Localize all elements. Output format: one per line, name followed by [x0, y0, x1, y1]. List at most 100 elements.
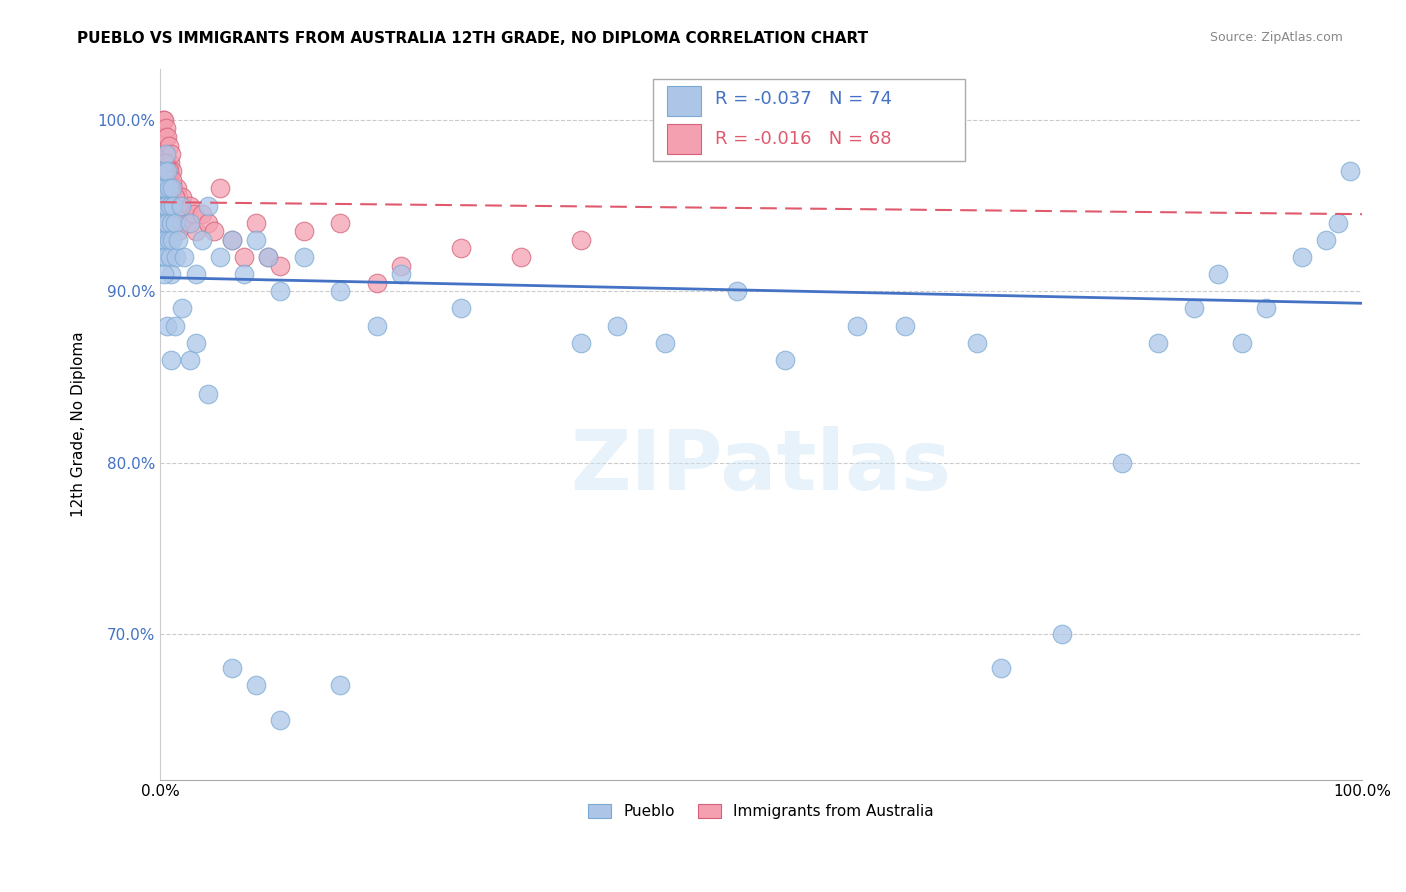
Point — [166, 181, 188, 195]
Point — [1050, 627, 1073, 641]
Point — [150, 155, 173, 169]
Point — [329, 285, 352, 299]
Point — [160, 216, 183, 230]
Point — [179, 198, 201, 212]
Point — [450, 301, 472, 316]
Point — [366, 318, 388, 333]
Text: PUEBLO VS IMMIGRANTS FROM AUSTRALIA 12TH GRADE, NO DIPLOMA CORRELATION CHART: PUEBLO VS IMMIGRANTS FROM AUSTRALIA 12TH… — [77, 31, 869, 46]
Point — [245, 216, 267, 230]
Point — [165, 250, 187, 264]
Point — [153, 181, 176, 195]
Point — [725, 285, 748, 299]
Point — [160, 198, 183, 212]
Point — [163, 216, 186, 230]
Point — [160, 233, 183, 247]
Point — [153, 250, 176, 264]
Point — [153, 164, 176, 178]
Point — [150, 216, 173, 230]
Point — [1254, 301, 1277, 316]
Point — [153, 130, 176, 145]
Point — [233, 267, 256, 281]
Point — [1206, 267, 1229, 281]
Point — [157, 173, 180, 187]
Point — [160, 164, 183, 178]
Point — [269, 259, 291, 273]
Point — [160, 181, 183, 195]
Point — [155, 190, 177, 204]
Point — [155, 147, 177, 161]
FancyBboxPatch shape — [668, 87, 702, 116]
Point — [294, 250, 316, 264]
Point — [159, 181, 181, 195]
Point — [450, 242, 472, 256]
Point — [152, 147, 174, 161]
Point — [169, 198, 191, 212]
Point — [169, 207, 191, 221]
Point — [606, 318, 628, 333]
Point — [160, 198, 183, 212]
Text: R = -0.016   N = 68: R = -0.016 N = 68 — [716, 130, 891, 148]
Point — [155, 173, 177, 187]
Point — [152, 181, 174, 195]
Point — [186, 267, 208, 281]
Point — [389, 259, 412, 273]
Point — [160, 173, 183, 187]
Point — [366, 276, 388, 290]
Point — [202, 224, 225, 238]
Point — [245, 233, 267, 247]
Point — [170, 301, 193, 316]
Point — [157, 233, 180, 247]
Point — [152, 164, 174, 178]
Point — [157, 207, 180, 221]
Point — [389, 267, 412, 281]
Point — [163, 318, 186, 333]
Point — [197, 387, 219, 401]
Point — [156, 190, 179, 204]
Point — [160, 267, 183, 281]
Point — [329, 678, 352, 692]
Point — [569, 335, 592, 350]
Point — [773, 352, 796, 367]
Point — [169, 198, 191, 212]
Point — [153, 181, 176, 195]
Point — [156, 130, 179, 145]
Text: Source: ZipAtlas.com: Source: ZipAtlas.com — [1209, 31, 1343, 45]
Point — [990, 661, 1012, 675]
Point — [209, 250, 232, 264]
Point — [153, 147, 176, 161]
FancyBboxPatch shape — [652, 79, 966, 161]
Point — [197, 198, 219, 212]
Point — [233, 250, 256, 264]
Point — [153, 233, 176, 247]
Point — [155, 198, 177, 212]
Point — [186, 224, 208, 238]
Point — [569, 233, 592, 247]
Point — [257, 250, 280, 264]
Point — [176, 216, 198, 230]
Point — [165, 198, 187, 212]
Point — [197, 216, 219, 230]
Point — [183, 207, 205, 221]
Point — [156, 318, 179, 333]
Point — [160, 181, 183, 195]
Point — [156, 164, 179, 178]
Point — [156, 216, 179, 230]
Point — [167, 224, 190, 238]
Point — [1146, 335, 1168, 350]
Point — [153, 112, 176, 127]
Point — [894, 318, 917, 333]
Point — [162, 181, 184, 195]
Point — [167, 233, 190, 247]
Point — [152, 112, 174, 127]
Point — [152, 233, 174, 247]
Point — [1339, 164, 1361, 178]
Point — [153, 164, 176, 178]
Point — [654, 335, 676, 350]
Point — [329, 216, 352, 230]
Point — [245, 678, 267, 692]
Point — [159, 190, 181, 204]
Point — [155, 224, 177, 238]
Point — [1327, 216, 1350, 230]
Point — [1182, 301, 1205, 316]
Point — [846, 318, 869, 333]
